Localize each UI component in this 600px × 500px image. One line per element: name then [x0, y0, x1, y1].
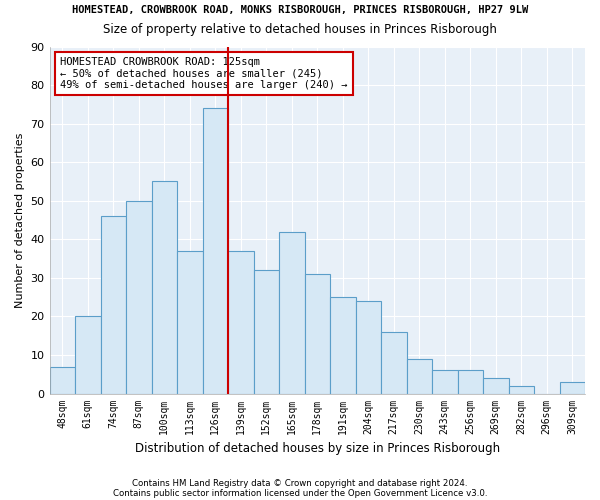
Bar — [509, 386, 534, 394]
Bar — [483, 378, 509, 394]
Bar — [407, 359, 432, 394]
Bar — [560, 382, 585, 394]
Text: Size of property relative to detached houses in Princes Risborough: Size of property relative to detached ho… — [103, 22, 497, 36]
Bar — [228, 251, 254, 394]
Bar — [279, 232, 305, 394]
Bar — [381, 332, 407, 394]
Bar — [152, 182, 177, 394]
Bar — [177, 251, 203, 394]
Text: Contains public sector information licensed under the Open Government Licence v3: Contains public sector information licen… — [113, 488, 487, 498]
Bar — [458, 370, 483, 394]
Bar — [203, 108, 228, 394]
Text: HOMESTEAD CROWBROOK ROAD: 125sqm
← 50% of detached houses are smaller (245)
49% : HOMESTEAD CROWBROOK ROAD: 125sqm ← 50% o… — [60, 57, 348, 90]
Bar — [50, 366, 75, 394]
Bar — [126, 200, 152, 394]
Y-axis label: Number of detached properties: Number of detached properties — [15, 132, 25, 308]
X-axis label: Distribution of detached houses by size in Princes Risborough: Distribution of detached houses by size … — [135, 442, 500, 455]
Bar — [75, 316, 101, 394]
Bar — [432, 370, 458, 394]
Bar — [254, 270, 279, 394]
Bar — [305, 274, 330, 394]
Text: HOMESTEAD, CROWBROOK ROAD, MONKS RISBOROUGH, PRINCES RISBOROUGH, HP27 9LW: HOMESTEAD, CROWBROOK ROAD, MONKS RISBORO… — [72, 5, 528, 15]
Bar — [101, 216, 126, 394]
Bar — [356, 301, 381, 394]
Bar — [330, 297, 356, 394]
Text: Contains HM Land Registry data © Crown copyright and database right 2024.: Contains HM Land Registry data © Crown c… — [132, 478, 468, 488]
